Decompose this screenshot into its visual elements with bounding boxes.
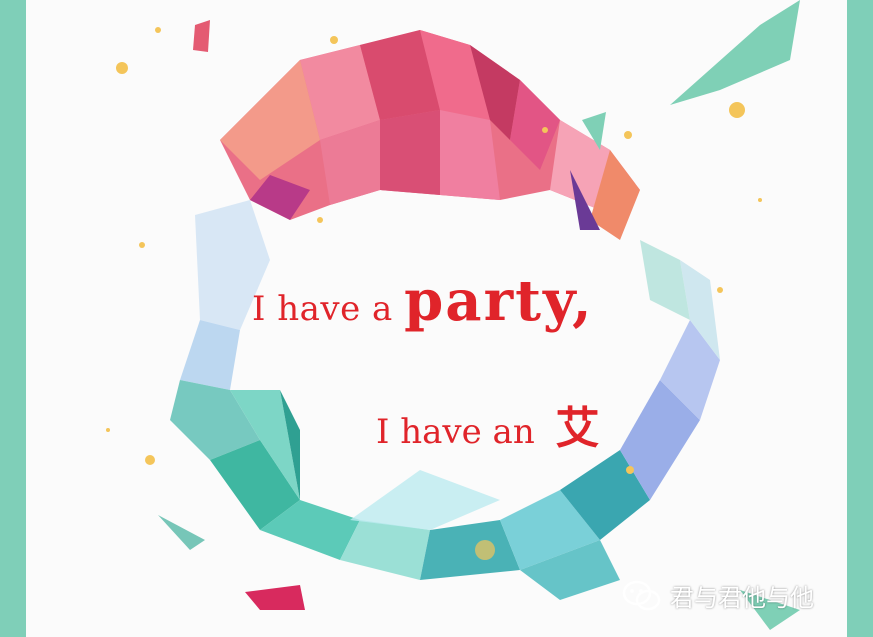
frame-left-border <box>0 0 26 637</box>
warm-crystal-cluster <box>220 30 640 240</box>
watermark-account-name: 君与君他与他 <box>670 584 814 612</box>
headline-line-1-prefix: I have a <box>252 289 393 329</box>
headline-party-word: party, <box>404 268 594 334</box>
frame-right-border <box>847 0 873 637</box>
wechat-icon <box>622 580 661 610</box>
sparkle-dots <box>106 27 762 560</box>
headline-line-2: I have an 艾 <box>376 392 600 456</box>
headline-line-2-prefix: I have an <box>376 412 535 452</box>
loose-shards <box>158 0 800 630</box>
wechat-watermark: 君与君他与他 <box>622 578 814 613</box>
cool-crystal-cluster <box>170 200 720 600</box>
headline-ai-character: 艾 <box>555 403 600 454</box>
headline-line-1: I have a party, <box>252 268 594 334</box>
